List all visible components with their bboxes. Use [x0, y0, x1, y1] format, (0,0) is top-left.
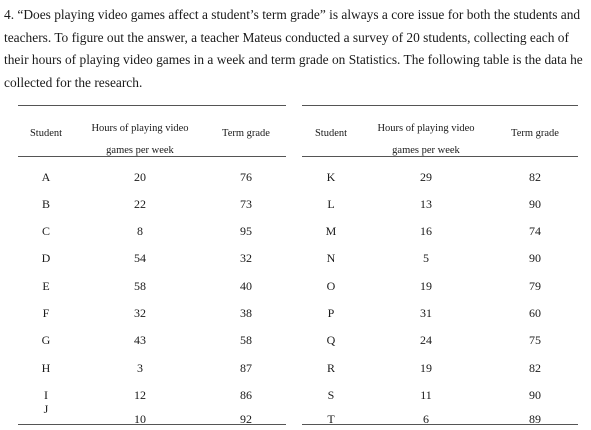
- table-cell-grade: 86: [240, 388, 252, 402]
- table-cell-hours: 31: [420, 306, 432, 320]
- table-cell-hours: 29: [420, 170, 432, 184]
- table-cell-grade: 38: [240, 306, 252, 320]
- table-cell-student: O: [326, 279, 336, 293]
- data-table-left: Student Hours of playing video games per…: [18, 105, 286, 426]
- table-cell-hours: 24: [420, 333, 432, 347]
- table-cell-student: D: [41, 251, 51, 265]
- table-cell-hours: 3: [137, 361, 143, 375]
- table-cell-grade: 90: [529, 251, 541, 265]
- header-hours-line1: Hours of playing video: [377, 123, 475, 134]
- table-cell-grade: 82: [529, 361, 541, 375]
- table-cell-student: A: [41, 170, 51, 184]
- table-cell-grade: 92: [240, 412, 252, 426]
- table-cell-hours: 43: [134, 333, 146, 347]
- table-cell-grade: 87: [240, 361, 252, 375]
- table-cell-hours: 19: [420, 279, 432, 293]
- table-cell-student: S: [327, 388, 335, 402]
- table-cell-student: L: [327, 197, 335, 211]
- header-student: Student: [29, 128, 63, 139]
- table-cell-hours: 54: [134, 251, 146, 265]
- table-cell-grade: 58: [240, 333, 252, 347]
- table-cell-hours: 19: [420, 361, 432, 375]
- header-hours-line2: games per week: [392, 145, 460, 156]
- table-cell-grade: 60: [529, 306, 541, 320]
- table-cell-hours: 10: [134, 412, 146, 426]
- table-cell-student: Q: [326, 333, 336, 347]
- table-cell-grade: 90: [529, 197, 541, 211]
- table-cell-student: N: [326, 251, 336, 265]
- table-cell-hours: 12: [134, 388, 146, 402]
- table-cell-grade: 95: [240, 224, 252, 238]
- table-cell-student: T: [327, 412, 335, 426]
- table-cell-student: F: [42, 306, 50, 320]
- header-grade: Term grade: [511, 128, 559, 139]
- table-cell-hours: 11: [420, 388, 432, 402]
- table-cell-grade: 74: [529, 224, 541, 238]
- table-cell-grade: 75: [529, 333, 541, 347]
- table-cell-hours: 58: [134, 279, 146, 293]
- header-hours: Hours of playing video games per week: [360, 118, 492, 162]
- table-cell-student: P: [327, 306, 335, 320]
- table-cell-grade: 89: [529, 412, 541, 426]
- table-cell-grade: 32: [240, 251, 252, 265]
- table-cell-student: I: [44, 388, 48, 402]
- header-rule: [302, 156, 578, 157]
- table-cell-hours: 16: [420, 224, 432, 238]
- table-cell-student: M: [325, 224, 337, 238]
- table-cell-hours: 8: [137, 224, 143, 238]
- data-table-right: Student Hours of playing video games per…: [302, 105, 578, 426]
- table-cell-student: K: [326, 170, 336, 184]
- table-cell-grade: 82: [529, 170, 541, 184]
- table-cell-grade: 73: [240, 197, 252, 211]
- header-hours-line1: Hours of playing video: [91, 123, 189, 134]
- table-cell-grade: 79: [529, 279, 541, 293]
- header-hours-line2: games per week: [106, 145, 174, 156]
- table-cell-hours: 5: [423, 251, 429, 265]
- table-cell-student: G: [41, 333, 51, 347]
- table-cell-hours: 22: [134, 197, 146, 211]
- table-cell-student: C: [41, 224, 50, 238]
- table-cell-student: B: [41, 197, 50, 211]
- header-hours: Hours of playing video games per week: [74, 118, 206, 162]
- table-cell-student: E: [42, 279, 50, 293]
- table-cell-hours: 20: [134, 170, 146, 184]
- table-cell-student: J: [43, 402, 49, 416]
- question-text: 4. “Does playing video games affect a st…: [4, 7, 583, 90]
- table-cell-grade: 40: [240, 279, 252, 293]
- header-rule: [18, 156, 286, 157]
- table-cell-grade: 76: [240, 170, 252, 184]
- table-cell-hours: 13: [420, 197, 432, 211]
- header-grade: Term grade: [222, 128, 270, 139]
- header-student: Student: [314, 128, 348, 139]
- table-cell-hours: 32: [134, 306, 146, 320]
- table-cell-grade: 90: [529, 388, 541, 402]
- table-cell-hours: 6: [423, 412, 429, 426]
- table-cell-student: H: [41, 361, 51, 375]
- table-cell-student: R: [326, 361, 335, 375]
